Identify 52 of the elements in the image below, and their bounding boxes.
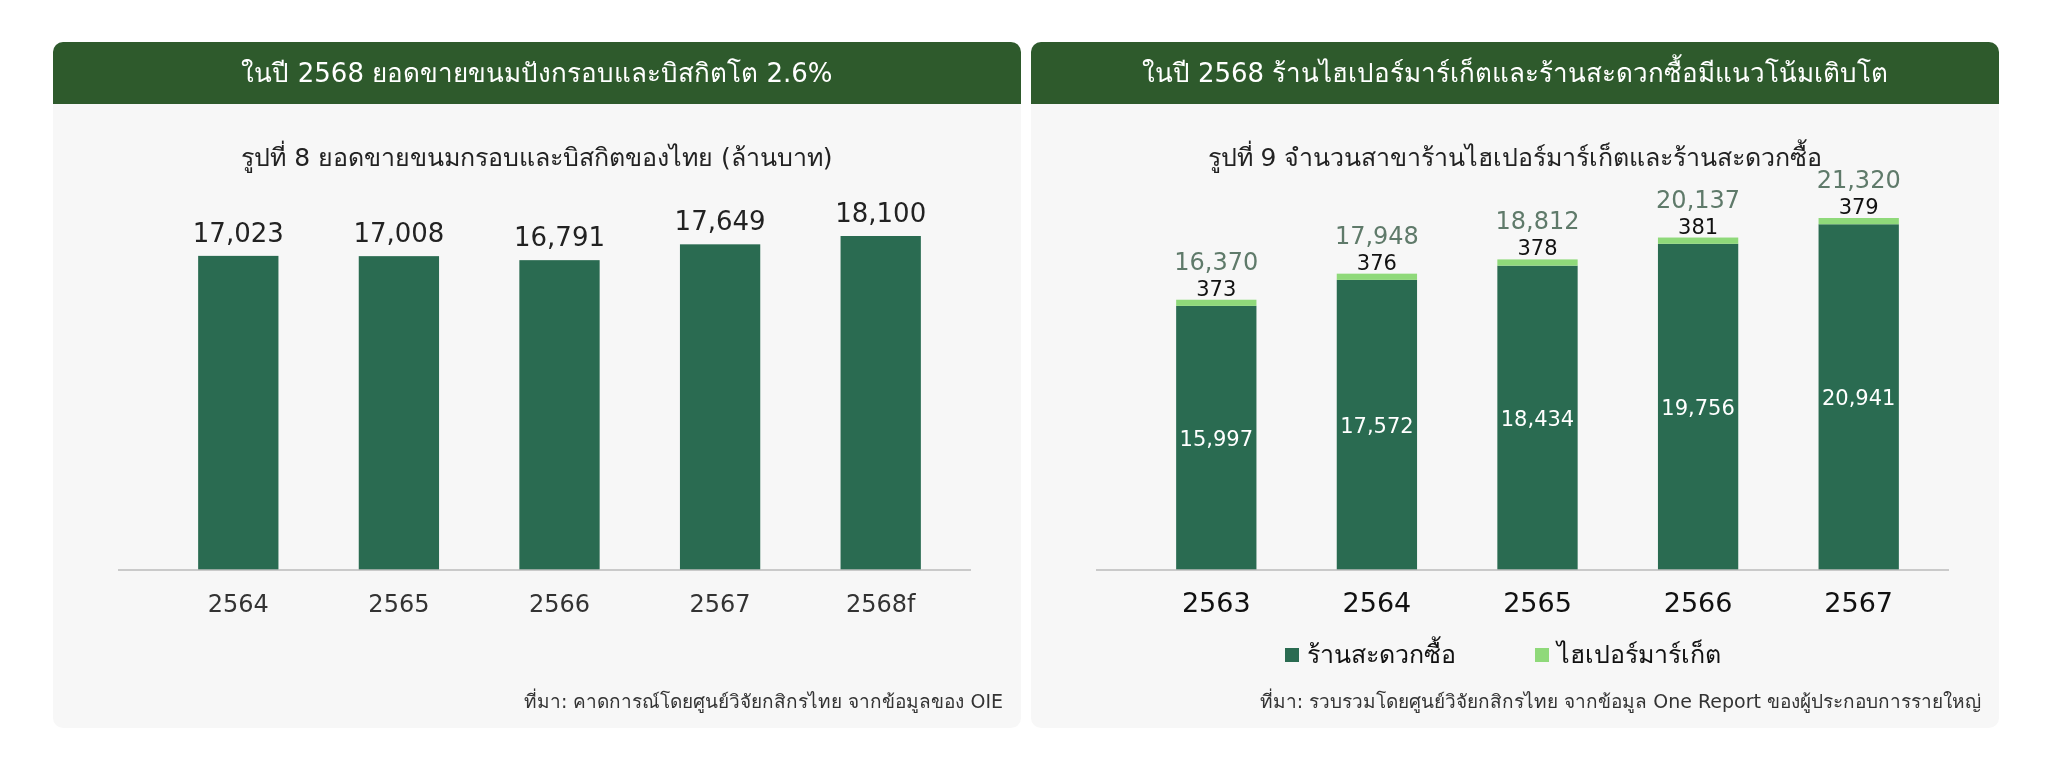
data-label: 18,434 [1500,406,1575,431]
bar [1497,259,1578,266]
data-label: 381 [1678,214,1719,239]
bar [679,244,761,570]
x-tick-label: 2567 [1824,587,1894,618]
x-tick-label: 2564 [207,590,269,618]
data-label: 17,023 [192,217,284,248]
total-label: 21,320 [1816,166,1901,194]
chart-title: ในปี 2568 ร้านไฮเปอร์มาร์เก็ตและร้านสะดวกซื้อมีแนวโน้มเติบโต [1141,54,1889,88]
x-tick-label: 2568f [845,590,917,618]
x-tick-label: 2566 [528,590,591,618]
data-label: 379 [1838,195,1879,219]
data-label: 15,997 [1179,426,1254,451]
data-label: 20,941 [1821,386,1896,411]
bar [198,255,279,570]
chart-subtitle: รูปที่ 8 ยอดขายขนมกรอบและบิสกิตของไทย (ล้านบาท) [241,140,833,173]
data-label: 376 [1356,250,1397,275]
bar [519,260,600,570]
chart-title: ในปี 2568 ยอดขายขนมปังกรอบและบิสกิตโต 2.6% [241,58,833,88]
x-tick-label: 2565 [1503,587,1572,618]
data-label: 373 [1196,276,1237,301]
data-label: 17,572 [1340,413,1414,438]
data-label: 16,791 [514,222,605,253]
bar [1176,299,1257,306]
x-tick-label: 2564 [1342,587,1412,618]
bar [840,236,921,570]
total-label: 18,812 [1495,207,1580,236]
bar [1176,305,1257,570]
x-tick-label: 2565 [368,590,430,618]
bar [1818,224,1899,570]
bar [1336,273,1418,280]
x-tick-label: 2566 [1663,587,1733,618]
bar [1336,279,1418,570]
legend-label: ไฮเปอร์มาร์เก็ต [1555,639,1721,669]
data-label: 19,756 [1661,395,1735,420]
data-label: 378 [1517,236,1558,261]
data-label: 17,649 [674,206,766,237]
text: ที่มา: คาดการณ์โดยศูนย์วิจัยกสิกรไทย จากข้อมูลของ OIE [523,688,1003,713]
text: ที่มา: รวบรวมโดยศูนย์วิจัยกสิกรไทย จากข้อมูล One Report ของผู้ประกอบการรายใหญ่ [1259,688,1981,713]
data-label: 17,008 [353,218,445,249]
bar [1657,243,1739,570]
data-label: 18,100 [835,198,927,228]
total-label: 20,137 [1656,185,1741,214]
x-tick-label: 2567 [689,590,751,618]
bar [358,256,440,570]
legend-label: ร้านสะดวกซื้อ [1307,636,1456,669]
total-label: 16,370 [1174,247,1259,276]
x-tick-label: 2563 [1181,587,1251,618]
bar [1497,265,1578,570]
total-label: 17,948 [1334,221,1419,250]
bar [1657,237,1739,244]
bar [1818,218,1899,225]
